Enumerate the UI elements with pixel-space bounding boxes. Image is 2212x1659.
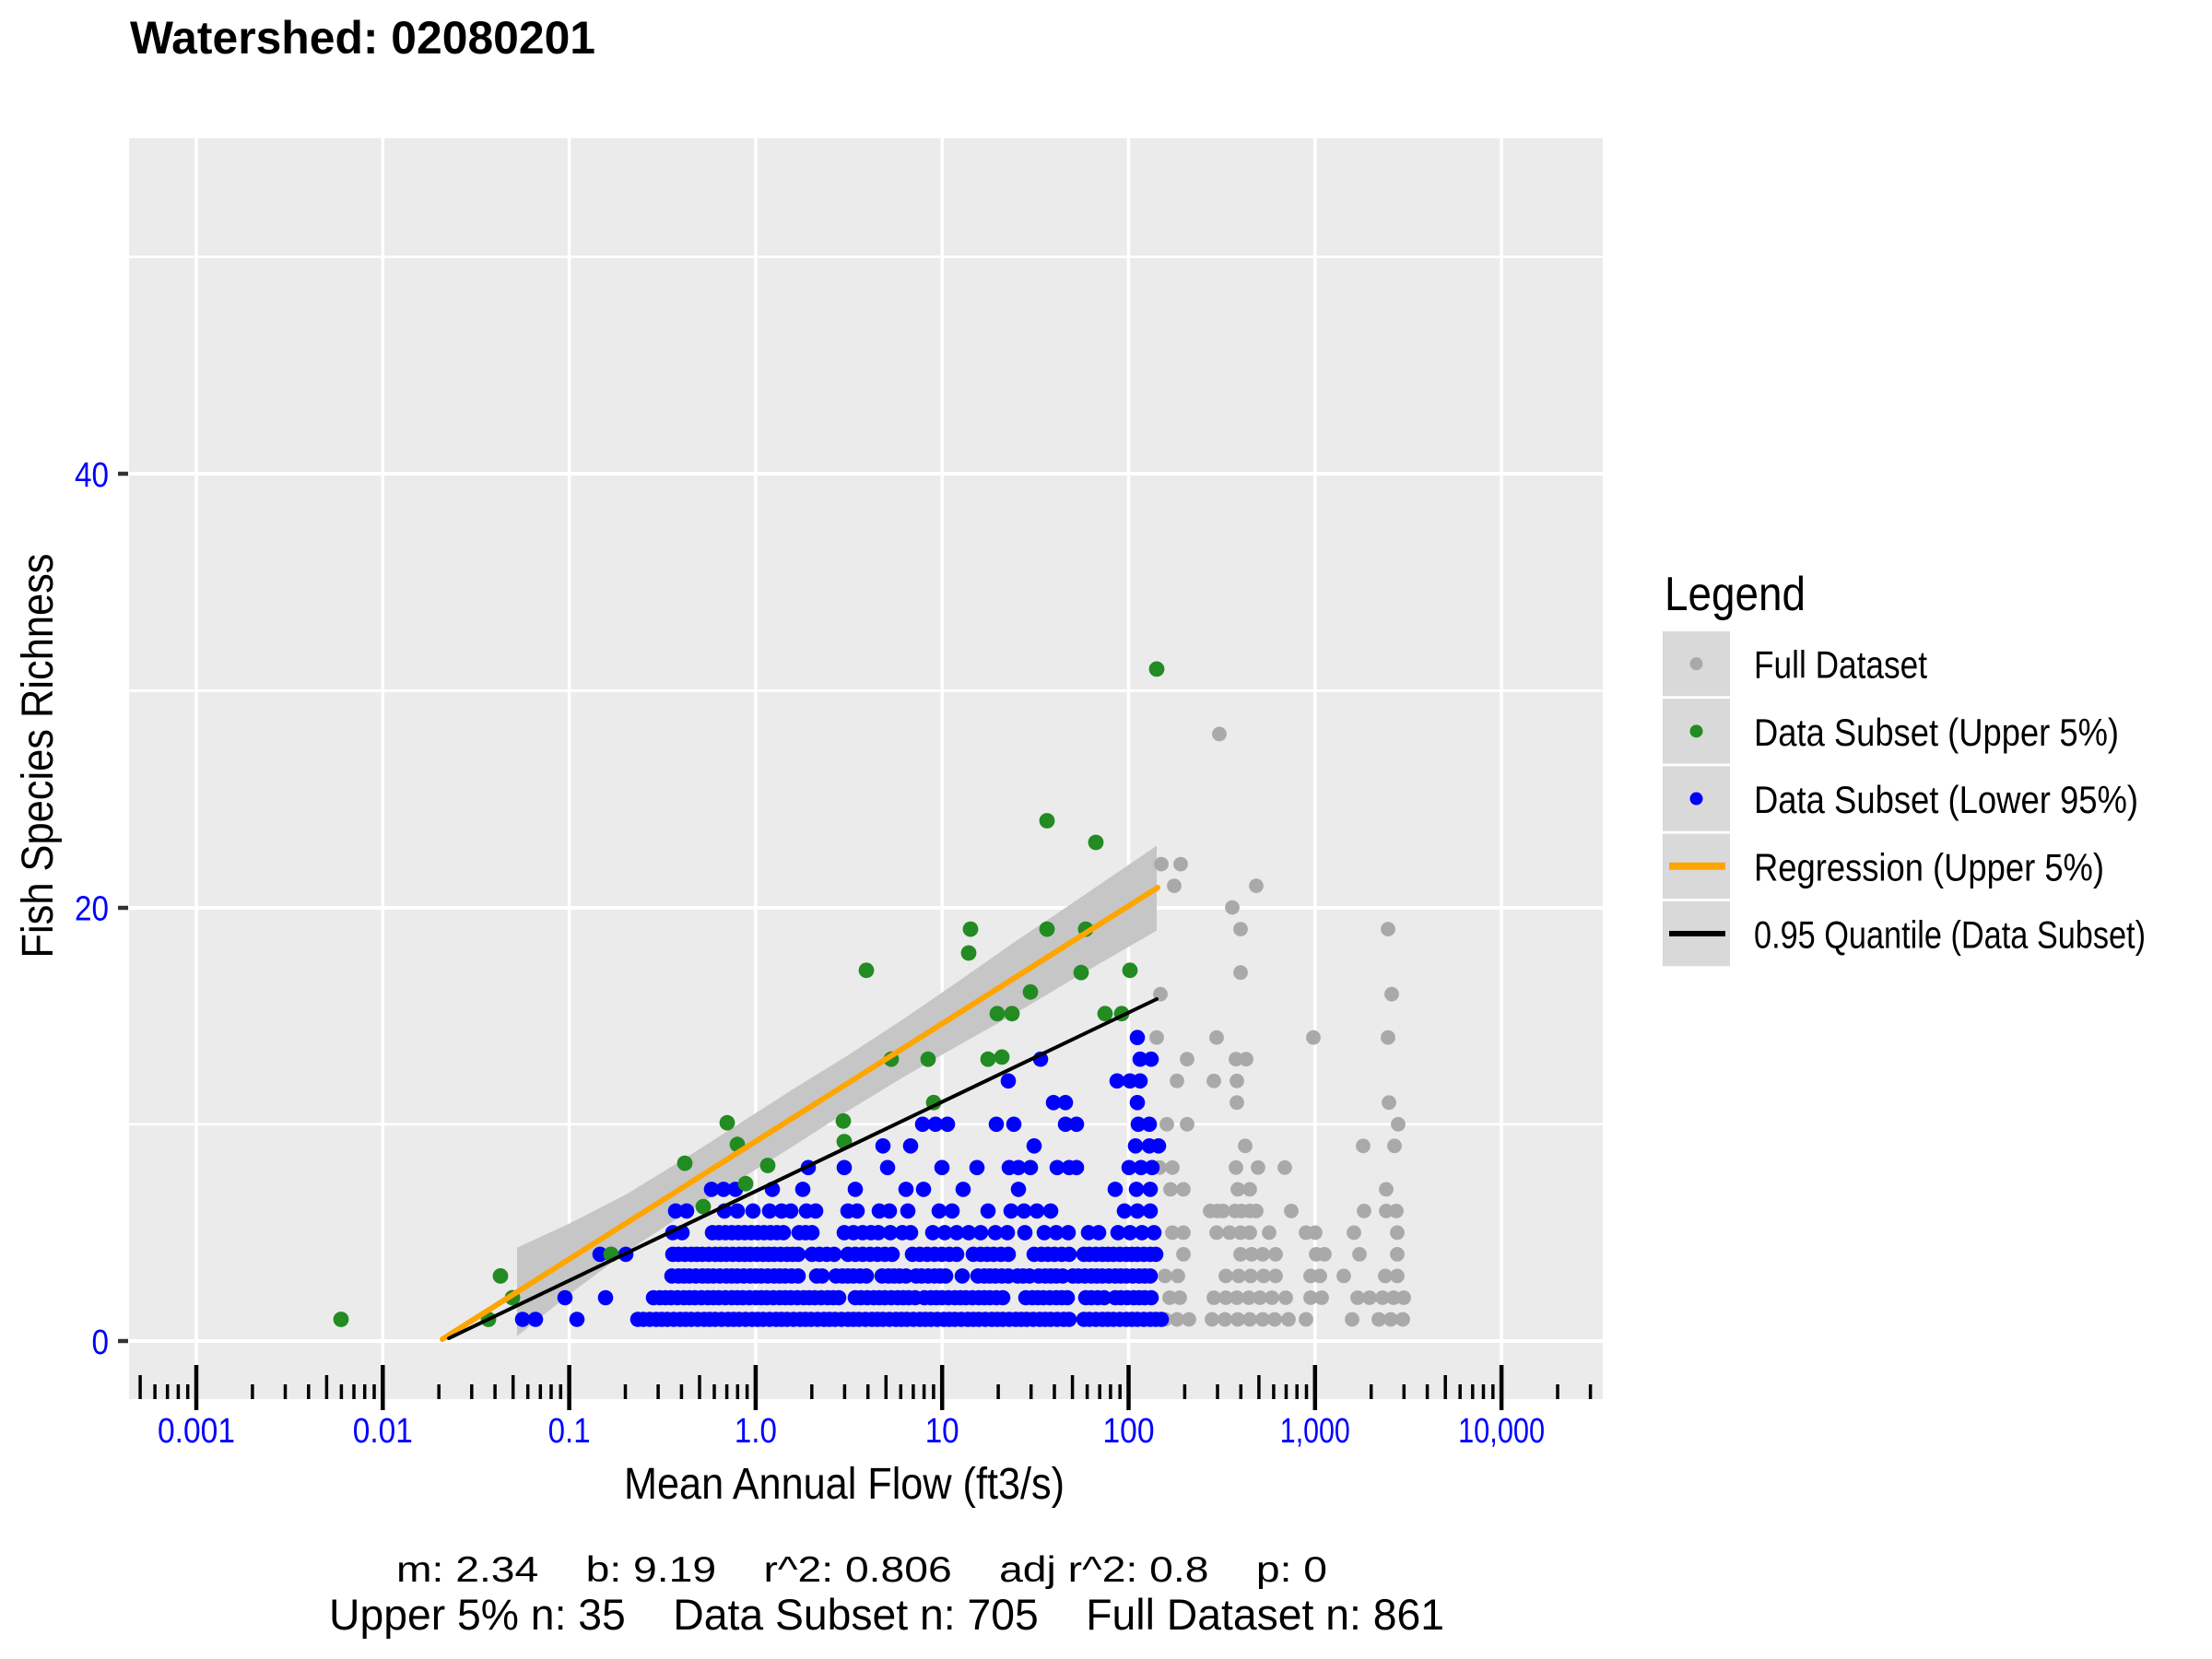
svg-text:10,000: 10,000 — [1458, 1412, 1545, 1451]
svg-text:0.001: 0.001 — [158, 1412, 235, 1451]
svg-text:20: 20 — [75, 890, 109, 929]
svg-text:Data Subset (Lower 95%): Data Subset (Lower 95%) — [1754, 778, 2138, 821]
svg-text:Data Subset (Upper 5%): Data Subset (Upper 5%) — [1754, 711, 2119, 754]
svg-text:Full Dataset: Full Dataset — [1754, 643, 1927, 687]
svg-text:Legend: Legend — [1665, 568, 1806, 621]
svg-text:Regression (Upper 5%): Regression (Upper 5%) — [1754, 845, 2104, 888]
svg-text:1.0: 1.0 — [735, 1412, 777, 1451]
svg-text:m: 2.34 b: 9.19 r^2: 0.8: m: 2.34 b: 9.19 r^2: 0.806 adj r^2: 0.8 … — [396, 1550, 1327, 1590]
svg-text:1,000: 1,000 — [1280, 1412, 1350, 1451]
svg-text:Upper 5% n: 35 Data Subset: Upper 5% n: 35 Data Subset n: 705 Full D… — [329, 1590, 1444, 1639]
svg-text:0.1: 0.1 — [548, 1412, 591, 1451]
svg-text:0.95 Quantile (Data Subset): 0.95 Quantile (Data Subset) — [1754, 913, 2146, 957]
svg-text:10: 10 — [925, 1412, 959, 1451]
svg-text:0: 0 — [92, 1324, 110, 1362]
svg-text:0.01: 0.01 — [353, 1412, 413, 1451]
svg-text:100: 100 — [1103, 1412, 1155, 1451]
svg-text:40: 40 — [75, 456, 109, 495]
svg-text:Mean Annual Flow (ft3/s): Mean Annual Flow (ft3/s) — [624, 1460, 1065, 1509]
svg-text:Fish Species Richness: Fish Species Richness — [14, 554, 63, 959]
svg-text:Watershed: 02080201: Watershed: 02080201 — [130, 12, 595, 64]
